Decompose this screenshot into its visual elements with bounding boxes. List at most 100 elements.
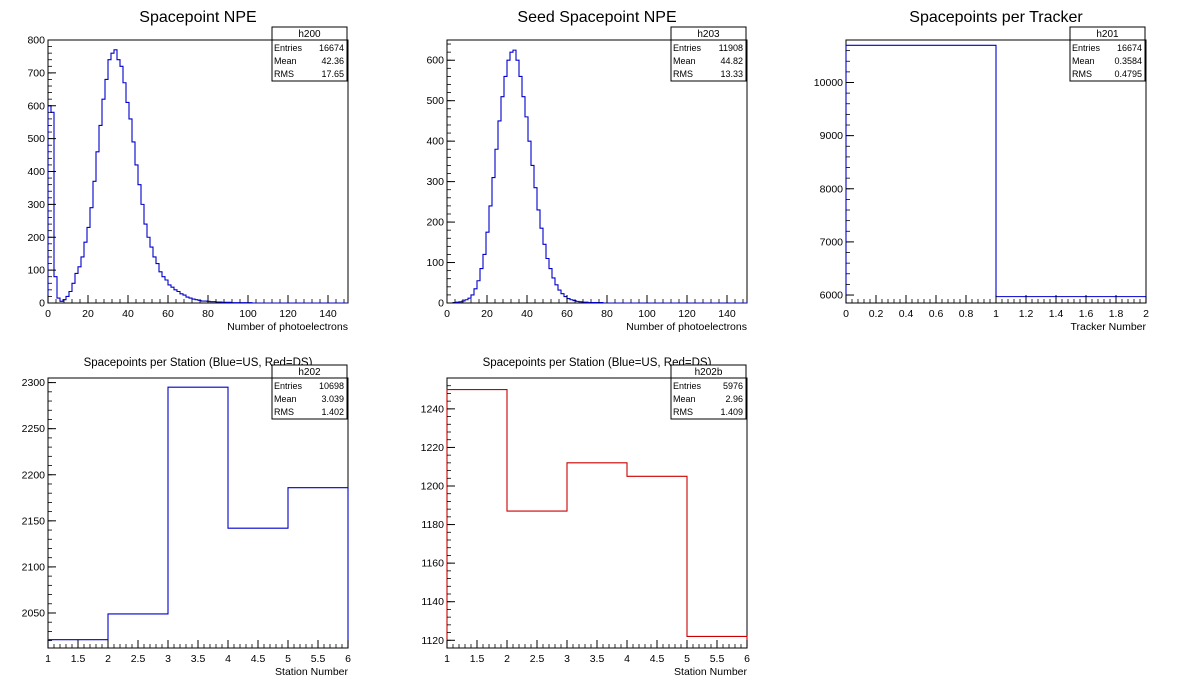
x-tick-label: 120 <box>678 308 696 320</box>
stats-row-value: 16674 <box>1117 43 1142 53</box>
chart-title: Spacepoints per Tracker <box>909 9 1083 26</box>
histogram-line <box>447 49 747 304</box>
y-tick-label: 2300 <box>22 377 46 389</box>
x-tick-label: 140 <box>718 308 736 320</box>
histogram-line <box>446 389 748 648</box>
x-tick-label: 5.5 <box>710 653 725 665</box>
y-tick-label: 100 <box>426 257 444 269</box>
x-tick-label: 2 <box>504 653 510 665</box>
x-tick-label: 1.5 <box>470 653 485 665</box>
stats-row-value: 10698 <box>319 381 344 391</box>
y-tick-label: 700 <box>27 67 45 79</box>
x-tick-label: 40 <box>122 308 134 320</box>
x-tick-label: 5.5 <box>311 653 326 665</box>
x-tick-label: 20 <box>82 308 94 320</box>
stats-row-value: 1.409 <box>720 407 743 417</box>
x-axis-label: Number of photoelectrons <box>227 321 348 333</box>
x-tick-label: 0.6 <box>929 308 944 320</box>
stats-box-name: h203 <box>697 29 720 40</box>
x-axis-label: Station Number <box>674 666 747 678</box>
y-tick-label: 0 <box>438 298 444 310</box>
stats-box-name: h202 <box>298 367 321 378</box>
stats-row-label: Mean <box>673 394 696 404</box>
stats-row-label: Entries <box>1072 43 1101 53</box>
x-tick-label: 100 <box>638 308 656 320</box>
y-tick-label: 10000 <box>814 77 843 89</box>
x-tick-label: 80 <box>202 308 214 320</box>
x-tick-label: 1 <box>993 308 999 320</box>
y-tick-label: 200 <box>27 232 45 244</box>
x-tick-label: 5 <box>684 653 690 665</box>
y-tick-label: 200 <box>426 217 444 229</box>
x-tick-label: 1.2 <box>1019 308 1034 320</box>
y-tick-label: 100 <box>27 265 45 277</box>
x-axis-label: Tracker Number <box>1071 321 1147 333</box>
stats-row-value: 0.4795 <box>1114 69 1142 79</box>
stats-box-frame <box>670 364 747 420</box>
stats-row-value: 3.039 <box>321 394 344 404</box>
y-tick-label: 2050 <box>22 607 46 619</box>
stats-row-value: 17.65 <box>321 69 344 79</box>
stats-box-frame <box>271 26 348 82</box>
chart-title: Spacepoints per Station (Blue=US, Red=DS… <box>84 357 313 369</box>
chart-title: Spacepoints per Station (Blue=US, Red=DS… <box>483 357 712 369</box>
stats-box: h200 Entries 16674 Mean 42.36 RMS 17.65 <box>271 26 348 82</box>
histogram-panel-4: Spacepoints per Station (Blue=US, Red=DS… <box>421 357 750 678</box>
x-tick-label: 0.2 <box>869 308 884 320</box>
y-tick-label: 300 <box>27 199 45 211</box>
y-tick-label: 2150 <box>22 515 46 527</box>
x-tick-label: 1.6 <box>1079 308 1094 320</box>
y-tick-label: 1180 <box>421 519 444 531</box>
x-tick-label: 2 <box>105 653 111 665</box>
x-tick-label: 3 <box>165 653 171 665</box>
y-tick-label: 1240 <box>421 403 445 415</box>
x-tick-label: 0 <box>45 308 51 320</box>
x-tick-label: 6 <box>744 653 750 665</box>
stats-row-label: RMS <box>673 407 693 417</box>
chart-title: Spacepoint NPE <box>139 9 256 26</box>
histogram-panel-2: Spacepoints per Tracker 0 0.2 0.4 0.6 0.8 1 1.2… <box>814 9 1149 333</box>
x-tick-label: 3.5 <box>191 653 206 665</box>
y-tick-label: 500 <box>27 133 45 145</box>
histogram-panel-1: Seed Spacepoint NPE 0 20 40 60 80 100 120 140 0 10… <box>426 9 748 333</box>
stats-row-value: 5976 <box>723 381 743 391</box>
y-tick-label: 2200 <box>22 469 46 481</box>
y-tick-label: 600 <box>426 55 444 67</box>
histogram-panel-0: Spacepoint NPE 0 20 40 60 80 100 120 140 0 100 200 3… <box>27 9 349 333</box>
stats-box-name: h200 <box>298 29 321 40</box>
stats-row-value: 2.96 <box>725 394 743 404</box>
x-tick-label: 1.5 <box>71 653 86 665</box>
y-tick-label: 7000 <box>820 236 844 248</box>
y-tick-label: 0 <box>39 298 45 310</box>
x-tick-label: 2.5 <box>131 653 146 665</box>
y-tick-label: 8000 <box>820 183 844 195</box>
stats-box-frame <box>1069 26 1146 82</box>
x-tick-label: 3.5 <box>590 653 605 665</box>
histogram-panel-3: Spacepoints per Station (Blue=US, Red=DS… <box>22 357 351 678</box>
x-tick-label: 4 <box>225 653 231 665</box>
x-tick-label: 80 <box>601 308 613 320</box>
stats-row-label: Entries <box>274 381 303 391</box>
stats-row-value: 42.36 <box>321 56 344 66</box>
x-tick-label: 1 <box>444 653 450 665</box>
stats-row-label: Mean <box>274 56 297 66</box>
y-tick-label: 400 <box>27 166 45 178</box>
y-tick-label: 300 <box>426 176 444 188</box>
stats-box-name: h201 <box>1096 29 1119 40</box>
stats-row-label: Entries <box>673 43 702 53</box>
stats-row-value: 1.402 <box>321 407 344 417</box>
stats-row-value: 13.33 <box>720 69 743 79</box>
stats-box: h203 Entries 11908 Mean 44.82 RMS 13.33 <box>670 26 747 82</box>
x-tick-label: 4.5 <box>251 653 266 665</box>
x-tick-label: 1.4 <box>1049 308 1064 320</box>
stats-row-label: Mean <box>274 394 297 404</box>
stats-row-value: 0.3584 <box>1114 56 1142 66</box>
x-tick-label: 3 <box>564 653 570 665</box>
x-tick-label: 0.8 <box>959 308 974 320</box>
y-tick-label: 2100 <box>22 561 46 573</box>
x-tick-label: 60 <box>162 308 174 320</box>
x-tick-label: 4.5 <box>650 653 665 665</box>
stats-row-label: RMS <box>673 69 693 79</box>
y-tick-label: 600 <box>27 100 45 112</box>
